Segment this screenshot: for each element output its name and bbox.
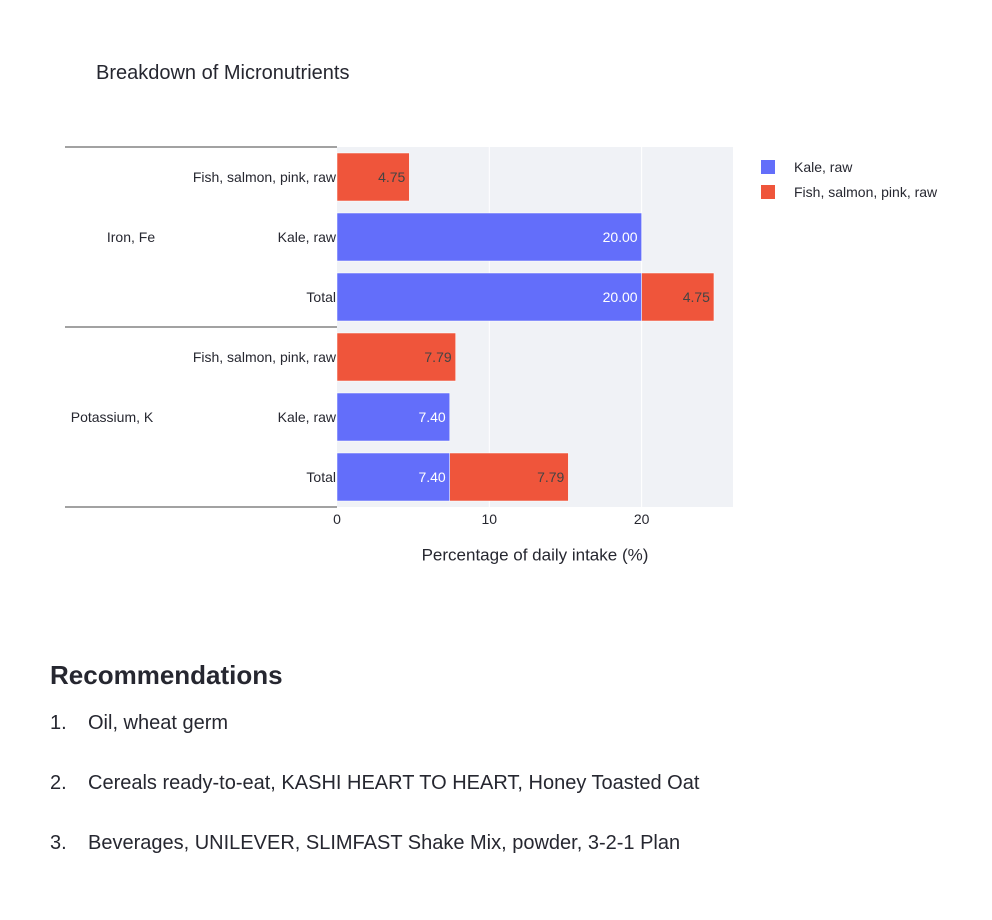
y-tick-label: Kale, raw: [278, 229, 337, 245]
chart-svg: Breakdown of Micronutrients 4.75 Fish, sal…: [65, 62, 938, 565]
chart-title: Breakdown of Micronutrients: [96, 62, 349, 84]
legend-label: Kale, raw: [794, 159, 853, 175]
x-axis-title: Percentage of daily intake (%): [422, 546, 649, 565]
group-label: Potassium, K: [71, 409, 154, 425]
recommendation-number: 3.: [50, 832, 67, 854]
y-tick-label: Fish, salmon, pink, raw: [193, 349, 337, 365]
recommendation-number: 2.: [50, 772, 67, 794]
recommendation-item: 3. Beverages, UNILEVER, SLIMFAST Shake M…: [50, 831, 950, 855]
bar: [336, 392, 450, 442]
micronutrient-chart: Breakdown of Micronutrients 4.75 Fish, sal…: [65, 62, 938, 565]
bar-value-label: 7.79: [424, 349, 451, 365]
x-tick-label: 20: [634, 511, 650, 527]
bar-value-label: 7.79: [537, 469, 564, 485]
recommendation-item: 1. Oil, wheat germ: [50, 711, 950, 735]
y-tick-label: Fish, salmon, pink, raw: [193, 169, 337, 185]
bar: [336, 272, 642, 322]
bar-value-label: 7.40: [418, 469, 445, 485]
bar-value-label: 7.40: [418, 409, 445, 425]
y-tick-label: Total: [306, 469, 336, 485]
recommendation-text: Oil, wheat germ: [88, 712, 229, 734]
bar: [336, 332, 456, 382]
recommendation-item: 2. Cereals ready-to-eat, KASHI HEART TO …: [50, 771, 950, 795]
bar: [641, 272, 715, 322]
bar: [336, 452, 450, 502]
legend-swatch: [761, 185, 775, 199]
group-label: Iron, Fe: [107, 229, 155, 245]
bar: [449, 452, 569, 502]
bar: [336, 152, 410, 202]
recommendations-list: 1. Oil, wheat germ 2. Cereals ready-to-e…: [50, 711, 950, 855]
plot-background: [337, 147, 733, 507]
x-tick-label: 10: [482, 511, 498, 527]
recommendation-text: Cereals ready-to-eat, KASHI HEART TO HEA…: [88, 772, 700, 794]
recommendations-heading: Recommendations: [50, 660, 283, 690]
y-tick-label: Kale, raw: [278, 409, 337, 425]
recommendations-section: Recommendations 1. Oil, wheat germ 2. Ce…: [50, 660, 950, 891]
recommendation-text: Beverages, UNILEVER, SLIMFAST Shake Mix,…: [88, 832, 681, 854]
legend-label: Fish, salmon, pink, raw: [794, 184, 938, 200]
bar-value-label: 20.00: [603, 289, 638, 305]
x-tick-label: 0: [333, 511, 341, 527]
y-tick-label: Total: [306, 289, 336, 305]
bar-value-label: 4.75: [683, 289, 710, 305]
bar-value-label: 4.75: [378, 169, 405, 185]
bar-value-label: 20.00: [603, 229, 638, 245]
bar: [336, 212, 642, 262]
recommendation-number: 1.: [50, 712, 67, 734]
legend-swatch: [761, 160, 775, 174]
